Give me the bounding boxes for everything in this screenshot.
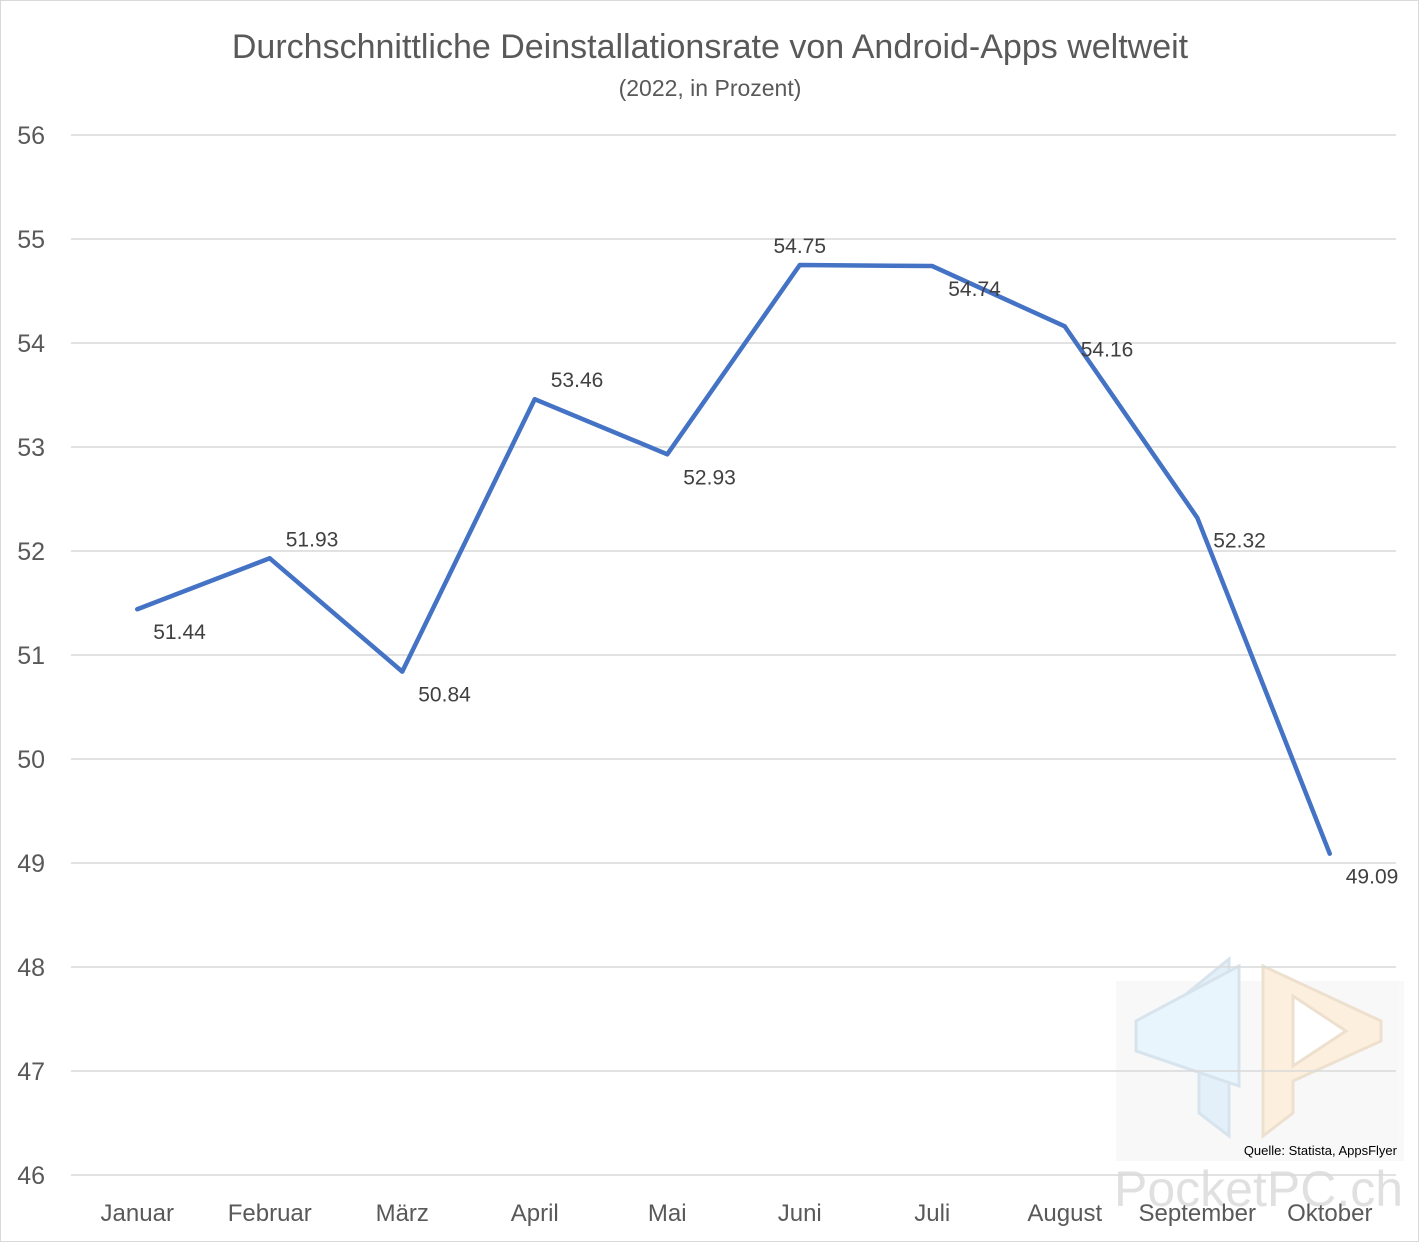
pocketpc-logo-icon: PocketPC.ch	[1114, 955, 1404, 1217]
y-tick-label: 50	[17, 746, 45, 774]
data-point	[797, 263, 802, 267]
x-tick-label: Juni	[778, 1200, 822, 1227]
x-tick-label: März	[376, 1200, 429, 1227]
x-tick-label: Oktober	[1287, 1200, 1372, 1227]
x-axis: Januar Februar März April Mai Juni Juli August S…	[101, 1200, 1373, 1227]
data-point	[930, 264, 935, 269]
data-label: 52.32	[1213, 530, 1266, 553]
y-tick-label: 48	[17, 954, 45, 982]
data-label: 52.93	[683, 466, 736, 489]
y-axis: 46 47 48 49 50 51 52 53 54 55 56	[17, 122, 45, 1190]
data-point	[1195, 515, 1200, 520]
series	[135, 262, 1332, 856]
x-tick-label: Juli	[914, 1200, 950, 1227]
data-labels: 51.44 51.93 50.84 53.46 52.93 54.75 54.74 54.16…	[153, 235, 1398, 889]
gridlines	[71, 134, 1396, 1176]
chart-title: Durchschnittliche Deinstallationsrate vo…	[232, 28, 1189, 66]
data-point	[1327, 851, 1332, 856]
data-label: 50.84	[418, 684, 471, 707]
x-tick-label: Februar	[228, 1200, 312, 1227]
y-tick-label: 52	[17, 538, 45, 566]
y-tick-label: 54	[17, 330, 45, 358]
data-point	[532, 397, 537, 402]
data-label: 51.44	[153, 621, 206, 644]
data-point	[135, 607, 140, 612]
y-tick-label: 47	[17, 1058, 45, 1086]
x-tick-label: September	[1139, 1200, 1256, 1227]
data-label: 54.16	[1081, 338, 1134, 361]
chart-subtitle: (2022, in Prozent)	[619, 75, 802, 101]
data-point	[665, 452, 670, 457]
data-point	[1062, 324, 1067, 329]
x-tick-label: Mai	[648, 1200, 687, 1227]
data-point	[267, 556, 272, 561]
y-tick-label: 53	[17, 434, 45, 462]
y-tick-label: 56	[17, 122, 45, 150]
data-label: 53.46	[551, 369, 604, 392]
watermark-text: PocketPC.ch	[1114, 1161, 1403, 1217]
data-label: 54.75	[773, 235, 826, 258]
data-point	[400, 669, 405, 674]
x-tick-label: August	[1027, 1200, 1102, 1227]
y-tick-label: 51	[17, 642, 45, 670]
data-label: 49.09	[1346, 866, 1399, 889]
x-tick-label: Januar	[101, 1200, 174, 1227]
source-note: Quelle: Statista, AppsFlyer	[1244, 1143, 1398, 1158]
y-tick-label: 49	[17, 850, 45, 878]
x-tick-label: April	[511, 1200, 559, 1227]
data-label: 51.93	[286, 528, 339, 551]
y-tick-label: 55	[17, 226, 45, 254]
data-label: 54.74	[948, 278, 1001, 301]
y-tick-label: 46	[17, 1162, 45, 1190]
series-line	[135, 262, 1332, 856]
